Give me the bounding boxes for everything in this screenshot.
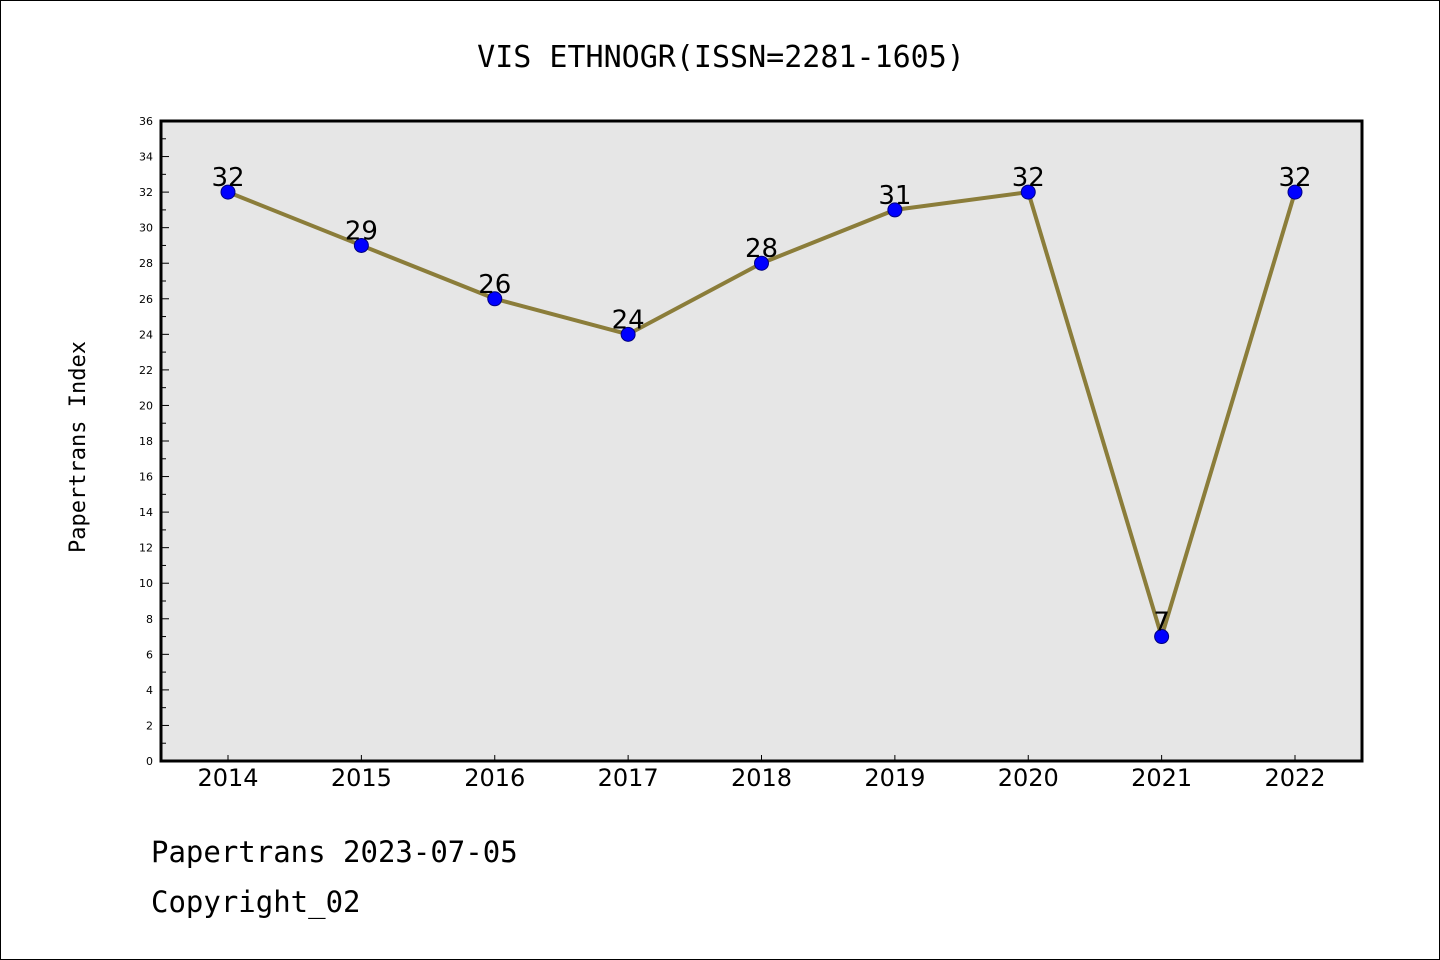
x-tick-label: 2015 — [331, 764, 392, 792]
x-tick-label: 2021 — [1131, 764, 1192, 792]
y-tick-label: 22 — [139, 364, 153, 377]
plot-area — [159, 119, 1364, 763]
x-axis-ticks: 2014 2015 2016 2017 2018 2019 2020 2021 2022 — [197, 755, 1326, 792]
data-label: 32 — [1012, 163, 1045, 193]
chart-title: VIS ETHNOGR(ISSN=2281-1605) — [477, 40, 965, 75]
data-label: 32 — [1278, 163, 1311, 193]
y-tick-label: 24 — [139, 328, 153, 341]
y-tick-label: 36 — [139, 115, 153, 128]
data-label: 31 — [878, 181, 911, 211]
x-tick-label: 2022 — [1264, 764, 1325, 792]
x-tick-label: 2020 — [998, 764, 1059, 792]
y-tick-label: 16 — [139, 471, 153, 484]
y-tick-label: 8 — [146, 613, 153, 626]
data-label: 32 — [211, 163, 244, 193]
footer-date: Papertrans 2023-07-05 — [151, 835, 518, 869]
data-point — [887, 202, 903, 218]
x-tick-label: 2017 — [598, 764, 659, 792]
y-axis-label: Papertrans Index — [66, 341, 91, 553]
y-tick-label: 20 — [139, 399, 153, 412]
data-label: 26 — [478, 270, 511, 300]
y-tick-label: 26 — [139, 293, 153, 306]
data-label: 7 — [1153, 608, 1170, 638]
data-point — [754, 255, 769, 271]
y-tick-label: 6 — [146, 648, 153, 661]
y-tick-label: 34 — [139, 151, 153, 164]
data-point — [353, 237, 369, 253]
data-point — [620, 326, 636, 342]
footer-copyright: Copyright_02 — [151, 885, 361, 919]
y-tick-label: 32 — [139, 186, 153, 199]
y-tick-label: 14 — [139, 506, 153, 519]
y-tick-label: 12 — [139, 542, 153, 555]
series-line-group — [220, 184, 1303, 645]
x-tick-label: 2019 — [864, 764, 925, 792]
y-tick-label: 4 — [146, 684, 153, 697]
data-point — [1154, 629, 1170, 645]
data-labels-group: 32 29 26 24 28 31 32 7 32 — [211, 163, 1311, 637]
data-point — [1287, 184, 1303, 200]
y-tick-label: 0 — [146, 755, 153, 768]
data-point — [1020, 184, 1036, 200]
data-label: 28 — [745, 234, 778, 264]
data-label: 24 — [612, 305, 645, 335]
y-tick-label: 30 — [139, 222, 153, 235]
y-tick-label: 10 — [139, 577, 153, 590]
y-tick-label: 2 — [146, 719, 153, 732]
y-tick-label: 28 — [139, 257, 153, 270]
y-tick-label: 18 — [139, 435, 153, 448]
data-point — [220, 184, 236, 200]
data-label: 29 — [345, 216, 378, 246]
x-tick-label: 2016 — [464, 764, 525, 792]
x-tick-label: 2018 — [731, 764, 792, 792]
x-tick-label: 2014 — [197, 764, 258, 792]
data-point — [487, 291, 503, 307]
